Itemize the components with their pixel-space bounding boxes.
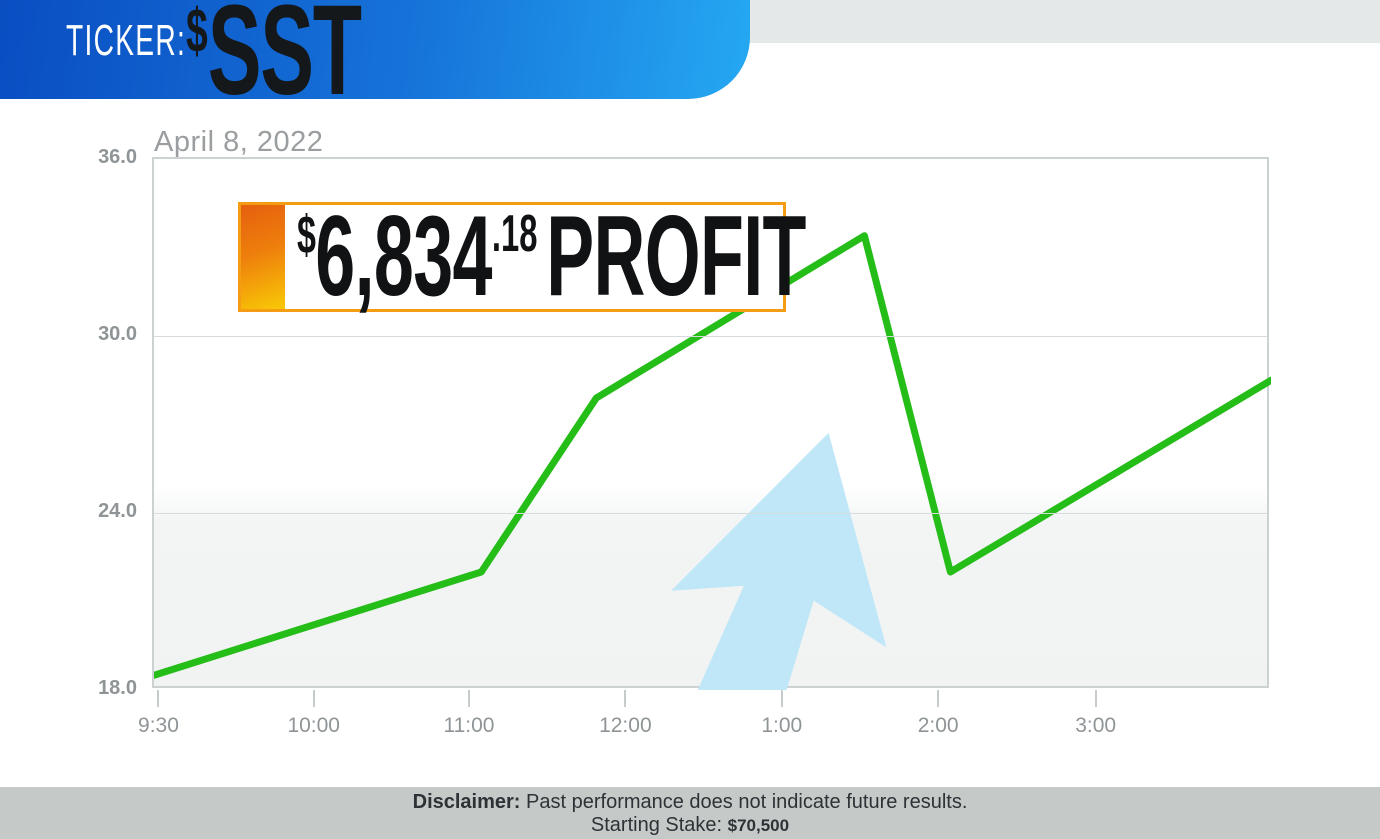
profit-amount: $6,834.18PROFIT <box>297 200 806 314</box>
x-tick <box>312 690 315 707</box>
gridline <box>154 513 1267 514</box>
x-tick-label: 1:00 <box>761 714 803 737</box>
ticker-symbol: $SST <box>186 0 362 115</box>
disclaimer-bar: Disclaimer: Past performance does not in… <box>0 787 1380 839</box>
x-tick <box>467 690 470 707</box>
gridline <box>154 336 1267 337</box>
y-axis-labels: 36.0 30.0 24.0 18.0 <box>88 146 145 699</box>
price-line-chart <box>154 232 1271 690</box>
y-tick-label: 30.0 <box>98 323 137 345</box>
y-tick-label: 18.0 <box>98 677 137 699</box>
stake-line: Starting Stake: $70,500 <box>591 814 789 837</box>
profit-currency-sign: $ <box>297 205 316 265</box>
chart-date-label: April 8, 2022 <box>154 126 324 158</box>
ticker-banner: TICKER: $SST <box>0 0 750 115</box>
x-tick-label: 2:00 <box>917 714 959 737</box>
up-arrow-watermark-icon <box>671 432 887 690</box>
disclaimer-line: Disclaimer: Past performance does not in… <box>413 790 968 814</box>
x-tick-label: 9:30 <box>138 714 179 737</box>
profit-amount-main: 6,834 <box>315 193 492 320</box>
profit-amount-cents: .18 <box>491 205 538 263</box>
y-tick-label: 24.0 <box>98 500 137 522</box>
x-tick-label: 11:00 <box>443 714 495 737</box>
x-tick-label: 10:00 <box>287 714 340 737</box>
profit-callout: $6,834.18PROFIT <box>238 200 806 314</box>
x-tick <box>624 690 627 707</box>
ticker-currency-sign: $ <box>186 0 208 66</box>
x-tick <box>780 690 783 707</box>
profit-callout-accent-band <box>241 205 285 309</box>
ticker-label: TICKER: <box>66 16 187 65</box>
x-tick-label: 3:00 <box>1075 714 1117 737</box>
x-tick <box>937 690 940 707</box>
x-tick <box>157 690 160 707</box>
stake-amount: $70,500 <box>727 815 790 835</box>
price-line-series <box>154 232 1271 679</box>
disclaimer-text: Past performance does not indicate futur… <box>520 790 968 813</box>
y-tick-label: 36.0 <box>98 146 137 168</box>
profit-suffix: PROFIT <box>546 193 806 320</box>
stake-label: Starting Stake: <box>590 813 728 836</box>
ticker-symbol-text: SST <box>207 0 362 122</box>
x-tick-label: 12:00 <box>599 714 652 737</box>
x-axis: 9:30 10:00 11:00 12:00 1:00 2:00 3:00 <box>138 690 1271 750</box>
x-tick <box>1094 690 1097 707</box>
disclaimer-label: Disclaimer: <box>412 790 521 813</box>
